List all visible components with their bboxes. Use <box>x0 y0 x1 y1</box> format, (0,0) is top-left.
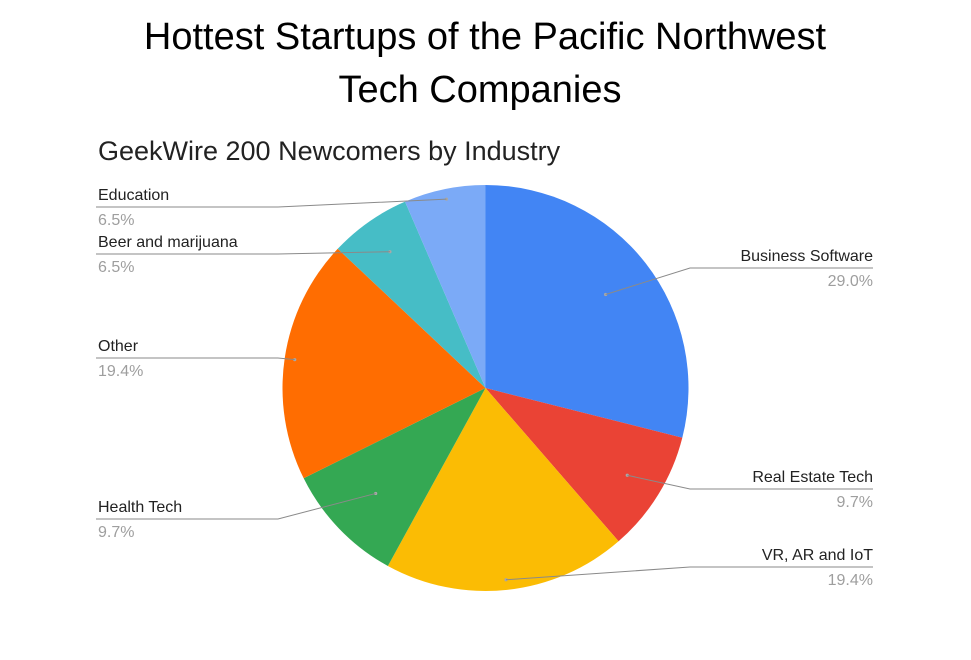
slice-percent-other: 19.4% <box>98 363 143 380</box>
slice-label-beer-and-marijuana: Beer and marijuana <box>98 234 238 251</box>
slice-label-vr-ar-and-iot: VR, AR and IoT <box>762 547 873 564</box>
leader-line-health-tech <box>96 492 376 520</box>
slice-percent-beer-and-marijuana: 6.5% <box>98 259 134 276</box>
pie-slice-business-software[interactable] <box>485 185 689 438</box>
slice-percent-health-tech: 9.7% <box>98 524 134 541</box>
slice-label-business-software: Business Software <box>740 248 873 265</box>
leader-line-beer-and-marijuana <box>96 251 390 255</box>
slice-label-other: Other <box>98 338 139 355</box>
slice-percent-vr-ar-and-iot: 19.4% <box>828 572 873 589</box>
pie-slice-vr-ar-and-iot[interactable] <box>387 388 619 591</box>
pie-slice-education[interactable] <box>405 185 486 388</box>
slice-label-education: Education <box>98 187 169 204</box>
leader-dot-vr-ar-and-iot <box>504 578 508 582</box>
chart-title-line-1: Hottest Startups of the Pacific Northwes… <box>144 16 827 58</box>
leader-line-business-software <box>605 267 873 295</box>
leader-line-education <box>96 198 447 208</box>
chart-title-line-2: Tech Companies <box>338 69 621 111</box>
pie-labels: Business Software 29.0% Real Estate Tech 9.… <box>96 187 873 589</box>
pie-slices <box>282 185 689 591</box>
pie-slice-real-estate-tech[interactable] <box>485 388 683 542</box>
pie-slice-health-tech[interactable] <box>303 388 486 566</box>
slice-label-health-tech: Health Tech <box>98 499 182 516</box>
leader-line-real-estate-tech <box>627 474 873 490</box>
leader-line-vr-ar-and-iot <box>505 566 873 581</box>
leader-dot-beer-and-marijuana <box>388 250 392 254</box>
slice-percent-education: 6.5% <box>98 212 134 229</box>
slice-percent-business-software: 29.0% <box>828 273 873 290</box>
chart-subtitle: GeekWire 200 Newcomers by Industry <box>98 136 561 166</box>
pie-slice-other[interactable] <box>282 248 486 479</box>
leader-line-other <box>96 357 295 361</box>
slice-percent-real-estate-tech: 9.7% <box>837 494 873 511</box>
pie-slice-beer-and-marijuana[interactable] <box>337 201 486 388</box>
slice-label-real-estate-tech: Real Estate Tech <box>752 469 873 486</box>
